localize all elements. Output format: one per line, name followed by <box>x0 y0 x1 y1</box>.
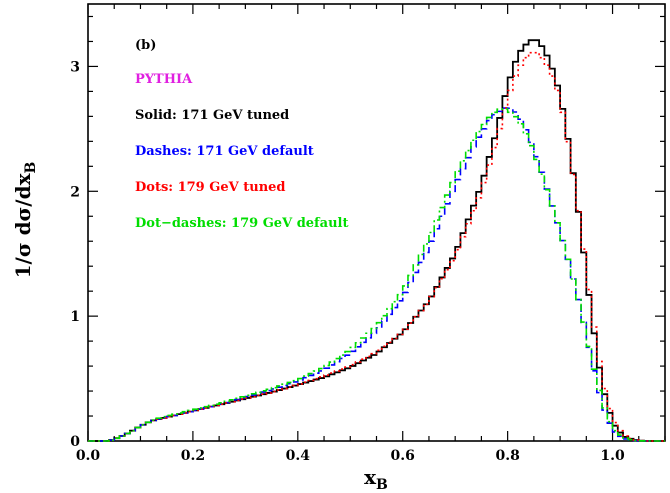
x-tick-label: 0.6 <box>391 448 415 464</box>
x-axis-title: xB <box>364 465 388 493</box>
series-line-3 <box>88 51 665 442</box>
series-line-1 <box>88 39 665 442</box>
legend-entry-1: Solid: 171 GeV tuned <box>135 108 289 123</box>
x-tick-label: 0.8 <box>495 448 519 464</box>
y-tick-label: 3 <box>70 59 80 75</box>
y-tick-label: 2 <box>70 184 80 200</box>
x-tick-labels: 0.0 0.2 0.4 0.6 0.8 1.0 <box>76 448 625 464</box>
x-tick-label: 0.2 <box>181 448 205 464</box>
x-tick-label: 0.0 <box>76 448 101 464</box>
x-tick-label: 1.0 <box>600 448 625 464</box>
x-axis-title-sub: B <box>376 477 388 493</box>
legend-entry-4: Dot−dashes: 179 GeV default <box>135 216 348 231</box>
legend-entry-3: Dots: 179 GeV tuned <box>135 180 286 195</box>
series-line-2 <box>88 107 665 442</box>
legend-entry-2: Dashes: 171 GeV default <box>135 144 314 159</box>
legend: Solid: 171 GeV tuned Dashes: 171 GeV defa… <box>135 108 348 231</box>
panel-label: (b) <box>135 38 156 53</box>
y-axis-title: 1/σ dσ/dxB <box>11 161 39 278</box>
y-tick-labels: 0 1 2 3 <box>70 59 80 450</box>
x-axis-title-main: x <box>364 465 377 489</box>
y-tick-label: 0 <box>70 434 80 450</box>
y-tick-label: 1 <box>70 309 80 325</box>
generator-label: PYTHIA <box>135 72 193 87</box>
axis-ticks <box>87 4 666 442</box>
y-axis-title-sub: B <box>23 161 39 173</box>
series-lines <box>88 39 665 442</box>
y-axis-title-main: 1/σ dσ/dx <box>11 172 35 278</box>
x-tick-label: 0.4 <box>286 448 311 464</box>
